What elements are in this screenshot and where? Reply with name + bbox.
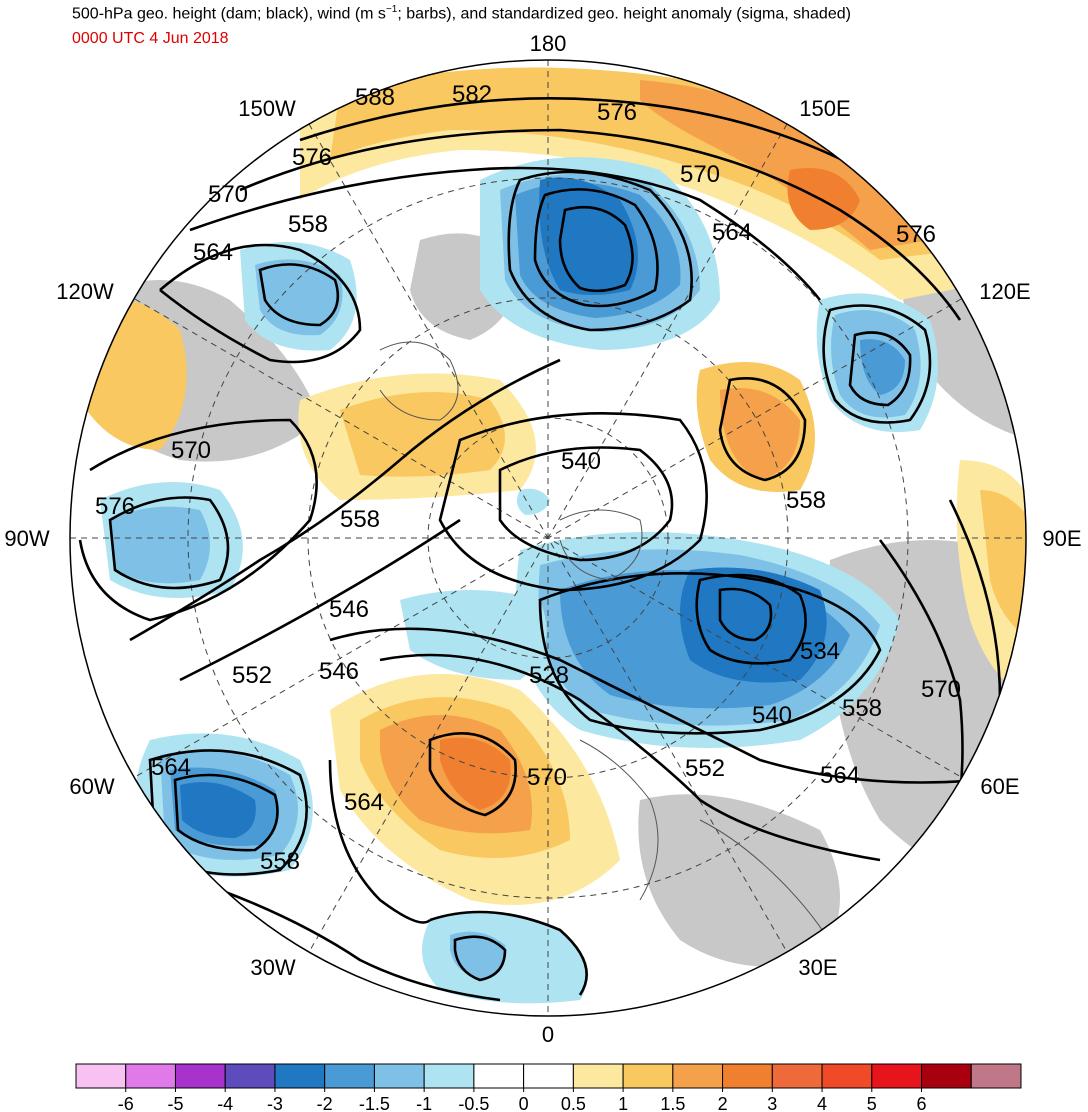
title-rest: ; barbs), and standardized geo. height a… (397, 5, 851, 23)
contour-label-558: 558 (288, 211, 328, 238)
contour-label-576: 576 (597, 99, 637, 126)
lon-label-150e: 150E (799, 96, 850, 121)
contour-label-564: 564 (193, 239, 233, 266)
contour-label-558: 558 (260, 848, 300, 875)
contour-label-558: 558 (786, 487, 826, 514)
colorbar-tick-label: 5 (867, 1094, 877, 1112)
contour-label-540: 540 (752, 702, 792, 729)
colorbar-swatch (224, 1063, 276, 1089)
lon-label-150w: 150W (238, 96, 296, 121)
lon-label-0: 0 (542, 1022, 554, 1047)
contour-label-570: 570 (680, 161, 720, 188)
map-border (69, 59, 1027, 1017)
contour-labels: 588 582 576 576 576 576 570 570 570 570 … (95, 81, 961, 875)
colorbar-tick-label: 4 (817, 1094, 827, 1112)
title-exponent: −1 (385, 4, 398, 15)
lon-label-90w: 90W (4, 526, 49, 551)
lon-label-90e: 90E (1042, 526, 1081, 551)
contour-label-534: 534 (800, 638, 840, 665)
colorbar-tick-label: -4 (217, 1094, 233, 1112)
colorbar-swatch (921, 1063, 972, 1089)
lon-label-180: 180 (530, 31, 567, 56)
colorbar-tick-label: 6 (917, 1094, 927, 1112)
colorbar-tick-label: -2 (317, 1094, 333, 1112)
colorbar-tick-label: 1.5 (660, 1094, 685, 1112)
contour-label-570: 570 (171, 437, 211, 464)
colorbar-swatch (75, 1063, 127, 1089)
contour-label-570: 570 (527, 764, 567, 791)
colorbar-tick-label: -3 (267, 1094, 283, 1112)
colorbar-tick-label: -0.5 (458, 1094, 489, 1112)
contour-label-564: 564 (712, 219, 752, 246)
contour-label-570: 570 (921, 676, 961, 703)
colorbar-swatch (523, 1063, 574, 1089)
colorbar-tick-label: -5 (167, 1094, 183, 1112)
contour-label-558: 558 (842, 695, 882, 722)
colorbar-swatch (722, 1063, 773, 1089)
longitude-labels: 180 0 90W 90E 150W 120W 150E 120E 60W 30… (4, 31, 1081, 1047)
colorbar-tick-label: -1.5 (359, 1094, 390, 1112)
lon-label-30w: 30W (250, 955, 295, 980)
contour-label-570: 570 (208, 181, 248, 208)
colorbar-swatch (373, 1063, 425, 1089)
contour-label-576: 576 (95, 493, 135, 520)
colorbar-swatch (672, 1063, 724, 1089)
colorbar-tick-label: 1 (618, 1094, 628, 1112)
title-main: 500-hPa geo. height (dam; black), wind (… (72, 5, 386, 23)
colorbar-swatch (174, 1063, 226, 1089)
colorbar-swatch (473, 1063, 525, 1089)
colorbar-tick-label: -6 (118, 1094, 134, 1112)
colorbar-tick-label: 3 (767, 1094, 777, 1112)
colorbar-swatch (771, 1063, 823, 1089)
contour-label-552: 552 (685, 755, 725, 782)
colorbar-tick-label: 2 (718, 1094, 728, 1112)
colorbar-tick-label: 0 (519, 1094, 529, 1112)
contour-label-540: 540 (561, 448, 601, 475)
contour-label-582: 582 (452, 81, 492, 108)
contour-label-564: 564 (151, 754, 191, 781)
contour-label-546: 546 (329, 596, 369, 623)
height-contours (78, 97, 1002, 1002)
lon-label-120e: 120E (979, 279, 1030, 304)
contour-label-564: 564 (820, 762, 860, 789)
contour-label-552: 552 (232, 662, 272, 689)
contour-label-546: 546 (319, 658, 359, 685)
colorbar-swatch (622, 1063, 674, 1089)
colorbar: -6 -5 -4 -3 -2 -1.5 -1 -0.5 0 0.5 1 1.5 2 3 4 5 6 (75, 1063, 1022, 1112)
colorbar-tick-label: -1 (416, 1094, 432, 1112)
contour-label-576: 576 (896, 221, 936, 248)
contour-label-528: 528 (529, 662, 569, 689)
colorbar-swatch (821, 1063, 873, 1089)
graticule (70, 60, 1026, 1016)
lon-label-30e: 30E (798, 955, 837, 980)
colorbar-swatch (970, 1063, 1022, 1089)
chart-title: 500-hPa geo. height (dam; black), wind (… (72, 4, 851, 23)
colorbar-swatch (125, 1063, 176, 1089)
colorbar-tick-label: 0.5 (561, 1094, 586, 1112)
colorbar-swatch (423, 1063, 475, 1089)
contour-label-588: 588 (355, 84, 395, 111)
contour-label-576: 576 (292, 144, 332, 171)
contour-label-558: 558 (340, 506, 380, 533)
colorbar-swatch (572, 1063, 624, 1089)
lon-label-60e: 60E (980, 774, 1019, 799)
colorbar-swatch (871, 1063, 923, 1089)
colorbar-swatch (274, 1063, 326, 1089)
lon-label-60w: 60W (69, 774, 114, 799)
lon-label-120w: 120W (56, 279, 114, 304)
valid-time: 0000 UTC 4 Jun 2018 (72, 30, 229, 47)
colorbar-swatch (324, 1063, 375, 1089)
contour-label-564: 564 (344, 789, 384, 816)
